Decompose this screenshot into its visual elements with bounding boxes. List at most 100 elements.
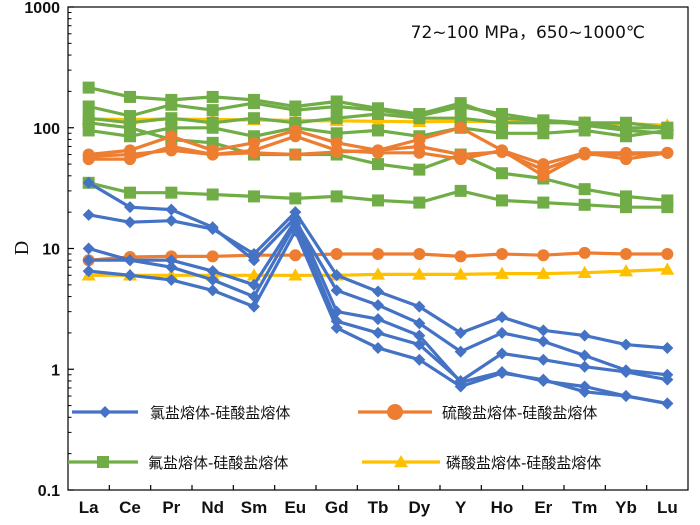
data-point [537, 335, 550, 348]
data-point [289, 249, 302, 262]
x-tick-label: Y [455, 498, 467, 517]
data-point [620, 190, 632, 203]
data-point [661, 248, 674, 261]
data-point [206, 90, 219, 103]
data-point [454, 376, 467, 389]
data-point [619, 264, 633, 277]
data-point [453, 267, 468, 280]
x-tick-label: La [79, 498, 99, 517]
y-tick-label: 0.1 [38, 483, 60, 500]
data-point [289, 211, 302, 224]
data-point [289, 148, 302, 161]
legend-marker [97, 456, 109, 468]
data-point [82, 265, 95, 278]
data-point [206, 284, 219, 297]
data-point [578, 380, 591, 393]
data-point [124, 269, 136, 282]
chart-annotation: 72~100 MPa，650~1000℃ [411, 23, 645, 43]
data-point [248, 190, 260, 203]
legend-marker [99, 406, 111, 418]
data-point [537, 353, 550, 366]
data-point [454, 112, 467, 125]
data-point [620, 365, 632, 378]
data-point [537, 127, 550, 140]
legend-label: 氯盐熔体-硅酸盐熔体 [150, 404, 290, 422]
data-point [165, 130, 178, 143]
data-point [206, 148, 219, 161]
legend-marker [387, 404, 403, 420]
data-point [82, 208, 95, 221]
data-point [165, 144, 178, 157]
data-point [165, 214, 178, 227]
x-tick-label: Dy [408, 498, 430, 517]
series-sulfate-3 [82, 140, 674, 176]
data-point [496, 347, 508, 360]
data-point [413, 163, 426, 176]
data-point [661, 124, 674, 137]
data-point [537, 249, 550, 262]
legend-item-chloride: 氯盐熔体-硅酸盐熔体 [72, 404, 290, 422]
data-point [371, 267, 385, 280]
x-tick-label: Pr [162, 498, 180, 517]
x-tick-label: Ce [119, 498, 141, 517]
data-point [372, 285, 384, 298]
data-point [372, 341, 384, 354]
data-point [165, 261, 178, 274]
data-point [330, 269, 343, 282]
data-point [578, 349, 591, 362]
data-point [248, 112, 260, 125]
data-point [330, 112, 343, 125]
data-point [661, 397, 674, 410]
data-point [124, 186, 136, 199]
data-point [577, 265, 592, 278]
data-point [578, 198, 591, 211]
data-point [661, 146, 674, 159]
data-point [289, 130, 302, 143]
data-point [413, 317, 426, 330]
data-point [454, 326, 467, 339]
data-point [496, 326, 508, 339]
data-point [124, 216, 136, 229]
data-point [413, 338, 426, 351]
data-point [661, 373, 674, 386]
data-point [206, 265, 219, 278]
data-point [537, 374, 550, 387]
data-point [372, 158, 384, 171]
legend-item-sulfate: 硫酸盐熔体-硅酸盐熔体 [358, 404, 597, 422]
legend-item-fluoride: 氟盐熔体-硅酸盐熔体 [68, 454, 288, 472]
data-point [578, 124, 591, 137]
data-point [413, 196, 426, 209]
data-point [124, 254, 136, 267]
data-point [124, 201, 136, 214]
data-point [165, 203, 178, 216]
data-point [165, 186, 178, 199]
data-point [536, 266, 551, 279]
data-point [496, 116, 508, 129]
data-point [578, 148, 591, 161]
data-point [372, 107, 384, 120]
data-point [248, 254, 260, 267]
y-tick-label: 1 [51, 362, 60, 379]
x-tick-label: Tb [368, 498, 389, 517]
data-point [372, 299, 384, 312]
data-point [82, 100, 95, 113]
data-point [661, 341, 674, 354]
data-point [330, 284, 343, 297]
data-point [620, 201, 632, 214]
x-tick-label: Tm [572, 498, 598, 517]
data-point [330, 100, 343, 113]
data-point [578, 183, 591, 196]
y-tick-label: 1000 [24, 0, 60, 17]
data-point [620, 148, 632, 161]
data-point [496, 248, 508, 261]
data-point [82, 124, 95, 137]
x-tick-label: Yb [615, 498, 637, 517]
axes: 0.1 1 10 100 1000 La Ce Pr Nd Sm Eu Gd Tb Dy Y Ho Er Tm Yb… [24, 0, 677, 517]
data-point [496, 311, 508, 324]
y-tick-label: 10 [42, 242, 60, 259]
legend-label: 氟盐熔体-硅酸盐熔体 [148, 454, 288, 472]
data-point [620, 390, 632, 403]
data-point [660, 262, 675, 275]
data-point [248, 300, 260, 313]
